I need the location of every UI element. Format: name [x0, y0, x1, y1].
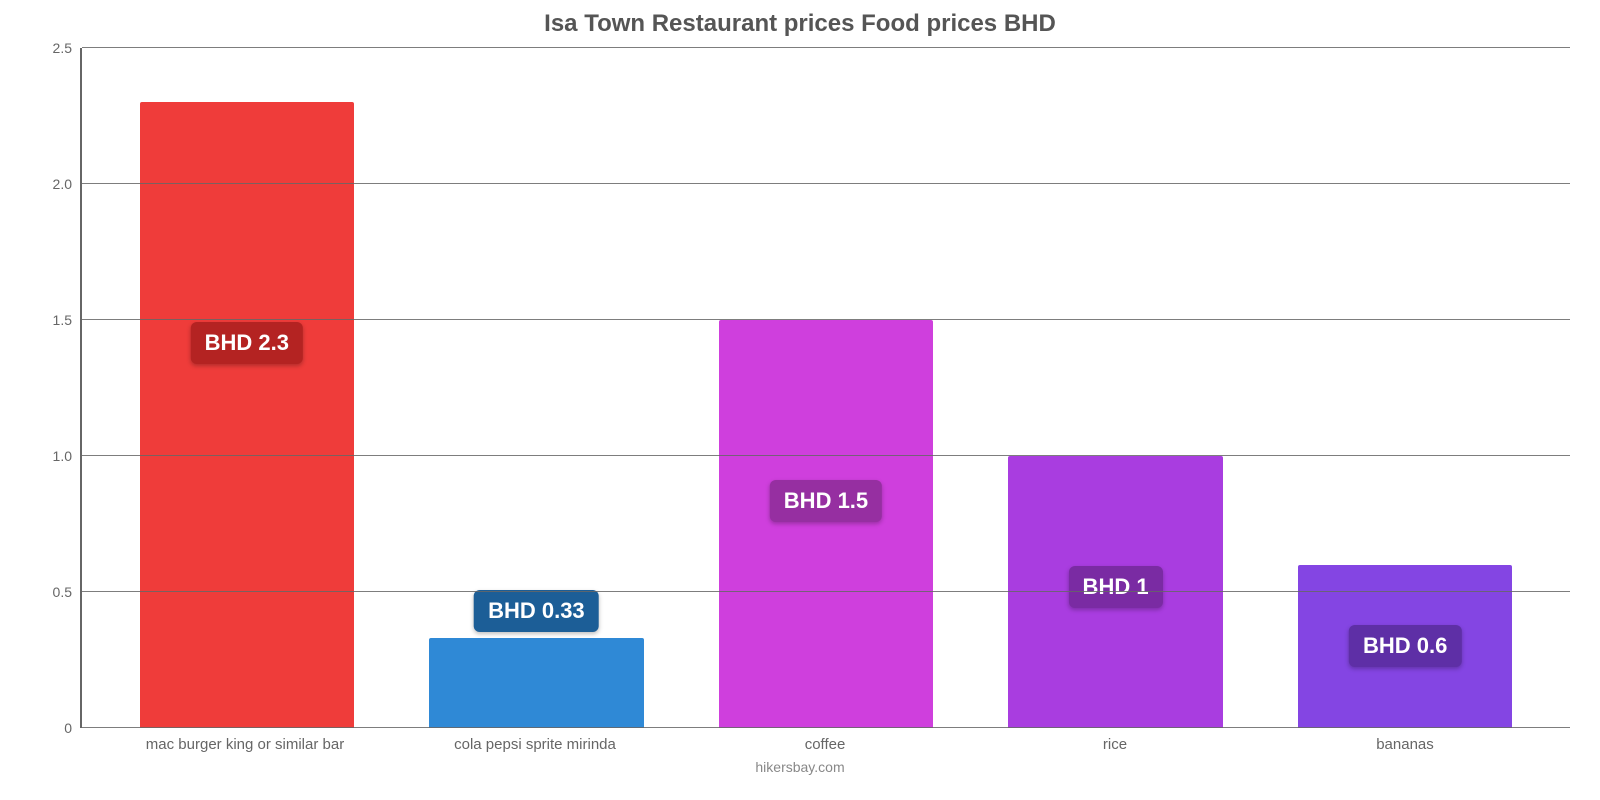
chart-container: Isa Town Restaurant prices Food prices B… [0, 0, 1600, 800]
gridline [82, 591, 1570, 592]
value-badge: BHD 2.3 [191, 322, 303, 364]
x-axis-label: rice [970, 736, 1260, 753]
y-tick-label: 1.5 [53, 312, 72, 328]
value-badge: BHD 1 [1069, 566, 1163, 608]
attribution-text: hikersbay.com [30, 759, 1570, 775]
value-badge: BHD 0.6 [1349, 625, 1461, 667]
bar: BHD 0.33 [429, 638, 643, 728]
plot-area: 00.51.01.52.02.5 BHD 2.3BHD 0.33BHD 1.5B… [30, 48, 1570, 728]
chart-title: Isa Town Restaurant prices Food prices B… [30, 10, 1570, 38]
x-axis-label: coffee [680, 736, 970, 753]
gridline [82, 183, 1570, 184]
y-tick-label: 1.0 [53, 448, 72, 464]
bar: BHD 0.6 [1298, 565, 1512, 728]
gridline [82, 455, 1570, 456]
y-axis: 00.51.01.52.02.5 [30, 48, 80, 728]
y-tick-label: 2.5 [53, 40, 72, 56]
bars-area: BHD 2.3 BHD 0.33 BHD 1.5 BHD 1 BHD 0.6 [82, 48, 1570, 728]
x-axis-labels: mac burger king or similar barcola pepsi… [30, 728, 1570, 753]
bar-slot: BHD 0.6 [1260, 48, 1550, 728]
value-badge: BHD 1.5 [770, 480, 882, 522]
bar-slot: BHD 1 [971, 48, 1261, 728]
x-axis-label: cola pepsi sprite mirinda [390, 736, 680, 753]
y-tick-label: 0 [64, 720, 72, 736]
gridline [82, 727, 1570, 728]
chart-body: BHD 2.3 BHD 0.33 BHD 1.5 BHD 1 BHD 0.6 [80, 48, 1570, 728]
x-axis-label: mac burger king or similar bar [100, 736, 390, 753]
y-tick-label: 0.5 [53, 584, 72, 600]
gridline [82, 319, 1570, 320]
bar-slot: BHD 2.3 [102, 48, 392, 728]
bar: BHD 1 [1008, 456, 1222, 728]
x-axis-label: bananas [1260, 736, 1550, 753]
value-badge: BHD 0.33 [474, 590, 599, 632]
bar-slot: BHD 1.5 [681, 48, 971, 728]
gridline [82, 47, 1570, 48]
bar: BHD 2.3 [140, 102, 354, 728]
y-tick-label: 2.0 [53, 176, 72, 192]
bar-slot: BHD 0.33 [392, 48, 682, 728]
bar: BHD 1.5 [719, 320, 933, 728]
